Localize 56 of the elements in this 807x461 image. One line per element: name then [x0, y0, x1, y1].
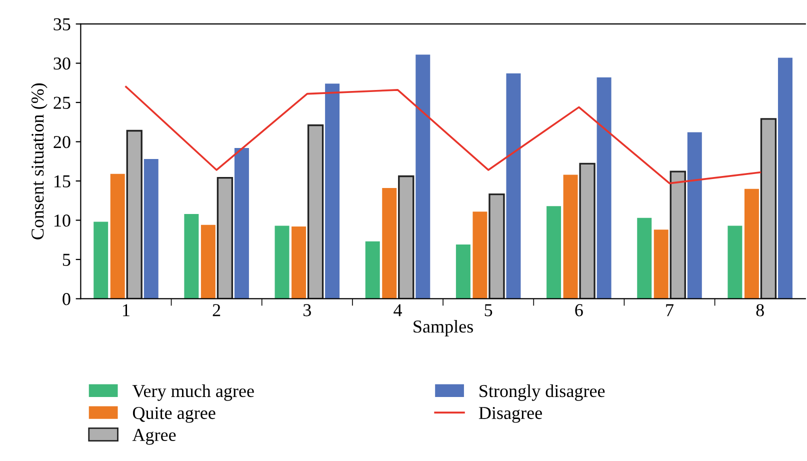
bar: [144, 158, 158, 299]
bar: [546, 206, 562, 299]
x-tick-label: 3: [304, 304, 311, 316]
legend-label: Quite agree: [132, 406, 216, 423]
bar: [563, 174, 578, 299]
bar: [292, 226, 306, 299]
x-tick-label: 8: [756, 304, 764, 316]
bar: [596, 77, 612, 299]
bar: [687, 132, 702, 299]
bar: [365, 241, 380, 299]
y-tick-label: 30: [54, 57, 70, 70]
bar: [184, 214, 199, 299]
bar: [307, 124, 324, 299]
bar: [579, 162, 596, 299]
bar: [728, 226, 742, 299]
bar: [398, 175, 414, 299]
bar: [760, 118, 777, 299]
bar: [670, 170, 686, 299]
bar: [94, 222, 108, 299]
legend-label: Disagree: [478, 406, 542, 423]
line-series: [125, 86, 761, 184]
bar: [506, 73, 521, 299]
bar: [472, 212, 488, 299]
bar: [325, 84, 340, 299]
bar: [637, 218, 652, 299]
x-tick-label: 5: [484, 304, 492, 316]
y-tick-label: 20: [54, 136, 70, 148]
y-tick-label: 0: [62, 292, 70, 306]
bar: [126, 130, 142, 299]
bar: [110, 174, 125, 299]
x-axis-title: Samples: [414, 320, 473, 336]
x-tick-label: 4: [394, 304, 402, 316]
bar: [216, 177, 234, 299]
bar: [234, 148, 249, 299]
bar: [654, 230, 668, 299]
x-tick-label: 6: [575, 304, 583, 316]
bar: [382, 188, 397, 299]
x-tick-label: 1: [123, 304, 130, 316]
y-tick-label: 25: [54, 96, 70, 109]
y-tick-label: 15: [54, 175, 70, 188]
x-tick-label: 7: [666, 304, 674, 316]
y-axis-title: Consent situation (%): [30, 83, 48, 240]
x-tick-label: 2: [212, 304, 220, 316]
y-tick-label: 5: [63, 254, 70, 266]
bar: [274, 226, 290, 299]
y-tick-label: 10: [54, 214, 70, 227]
bar: [416, 54, 430, 299]
legend-label: Very much agree: [132, 384, 254, 401]
bar: [778, 58, 792, 299]
y-tick-label: 35: [54, 18, 70, 30]
bar: [744, 188, 759, 299]
bar: [200, 224, 216, 299]
legend-label: Strongly disagree: [480, 384, 605, 401]
legend-label: Agree: [132, 428, 176, 445]
bar: [488, 193, 505, 299]
bar: [456, 244, 470, 299]
